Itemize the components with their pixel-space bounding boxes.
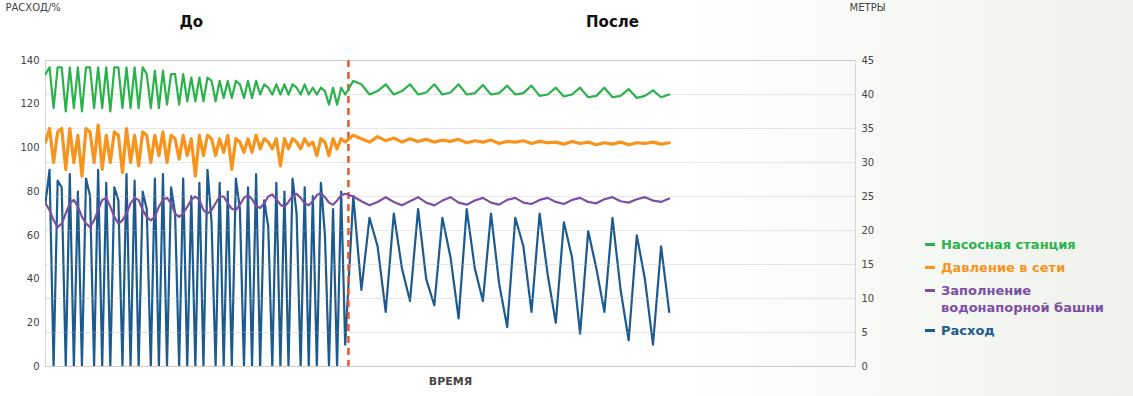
svg-text:0: 0 [862, 361, 868, 372]
svg-text:До: До [179, 13, 203, 31]
svg-text:40: 40 [862, 89, 875, 100]
html-text:Заполнение водонапорной башни: Заполнение водонапорной башни [941, 283, 1104, 315]
html-text:Насосная станция: Насосная станция [941, 237, 1076, 252]
svg-text:40: 40 [27, 273, 40, 284]
svg-text:25: 25 [862, 191, 875, 202]
svg-text:20: 20 [27, 317, 40, 328]
svg-text:МЕТРЫ: МЕТРЫ [850, 2, 886, 13]
svg-text:РАСХОД/%: РАСХОД/% [6, 2, 61, 13]
svg-text:30: 30 [862, 157, 875, 168]
svg-text:После: После [586, 13, 639, 31]
svg-text:0: 0 [33, 361, 39, 372]
svg-text:15: 15 [862, 259, 875, 270]
html-text:Давление в сети: Давление в сети [941, 260, 1066, 275]
html-text:Расход: Расход [941, 323, 995, 338]
svg-text:ВРЕМЯ: ВРЕМЯ [429, 375, 472, 388]
svg-text:5: 5 [862, 327, 868, 338]
svg-text:10: 10 [862, 293, 875, 304]
svg-text:80: 80 [27, 186, 40, 197]
svg-text:120: 120 [20, 98, 39, 109]
svg-text:140: 140 [20, 55, 39, 66]
svg-text:45: 45 [862, 55, 875, 66]
svg-text:100: 100 [20, 142, 39, 153]
svg-text:20: 20 [862, 225, 875, 236]
svg-text:35: 35 [862, 123, 875, 134]
svg-text:60: 60 [27, 230, 40, 241]
